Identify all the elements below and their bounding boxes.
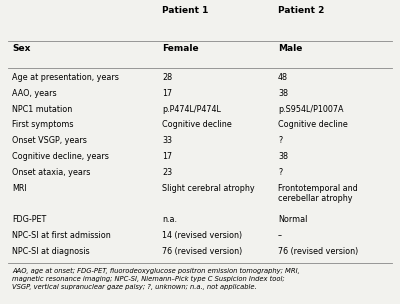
Text: NPC-SI at first admission: NPC-SI at first admission: [12, 231, 111, 240]
Text: Slight cerebral atrophy: Slight cerebral atrophy: [162, 184, 255, 193]
Text: n.a.: n.a.: [162, 215, 177, 224]
Text: Patient 1: Patient 1: [162, 6, 208, 15]
Text: NPC1 mutation: NPC1 mutation: [12, 105, 72, 114]
Text: 38: 38: [278, 89, 288, 98]
Text: Normal: Normal: [278, 215, 307, 224]
Text: 76 (revised version): 76 (revised version): [278, 247, 358, 256]
Text: 14 (revised version): 14 (revised version): [162, 231, 242, 240]
Text: Onset ataxia, years: Onset ataxia, years: [12, 168, 90, 177]
Text: 17: 17: [162, 152, 172, 161]
Text: p.S954L/P1007A: p.S954L/P1007A: [278, 105, 344, 114]
Text: First symptoms: First symptoms: [12, 120, 74, 130]
Text: 38: 38: [278, 152, 288, 161]
Text: Cognitive decline, years: Cognitive decline, years: [12, 152, 109, 161]
Text: Frontotemporal and
cerebellar atrophy: Frontotemporal and cerebellar atrophy: [278, 184, 358, 203]
Text: AAO, age at onset; FDG-PET, fluorodeoxyglucose positron emission tomography; MRI: AAO, age at onset; FDG-PET, fluorodeoxyg…: [12, 268, 300, 290]
Text: NPC-SI at diagnosis: NPC-SI at diagnosis: [12, 247, 90, 256]
Text: Male: Male: [278, 44, 302, 53]
Text: 76 (revised version): 76 (revised version): [162, 247, 242, 256]
Text: ?: ?: [278, 168, 282, 177]
Text: FDG-PET: FDG-PET: [12, 215, 46, 224]
Text: MRI: MRI: [12, 184, 27, 193]
Text: 17: 17: [162, 89, 172, 98]
Text: 48: 48: [278, 73, 288, 82]
Text: –: –: [278, 231, 282, 240]
Text: 33: 33: [162, 136, 172, 145]
Text: ?: ?: [278, 136, 282, 145]
Text: Female: Female: [162, 44, 199, 53]
Text: Cognitive decline: Cognitive decline: [278, 120, 348, 130]
Text: Sex: Sex: [12, 44, 30, 53]
Text: Patient 2: Patient 2: [278, 6, 324, 15]
Text: Onset VSGP, years: Onset VSGP, years: [12, 136, 87, 145]
Text: 23: 23: [162, 168, 172, 177]
Text: p.P474L/P474L: p.P474L/P474L: [162, 105, 221, 114]
Text: 28: 28: [162, 73, 172, 82]
Text: Cognitive decline: Cognitive decline: [162, 120, 232, 130]
Text: Age at presentation, years: Age at presentation, years: [12, 73, 119, 82]
Text: AAO, years: AAO, years: [12, 89, 57, 98]
